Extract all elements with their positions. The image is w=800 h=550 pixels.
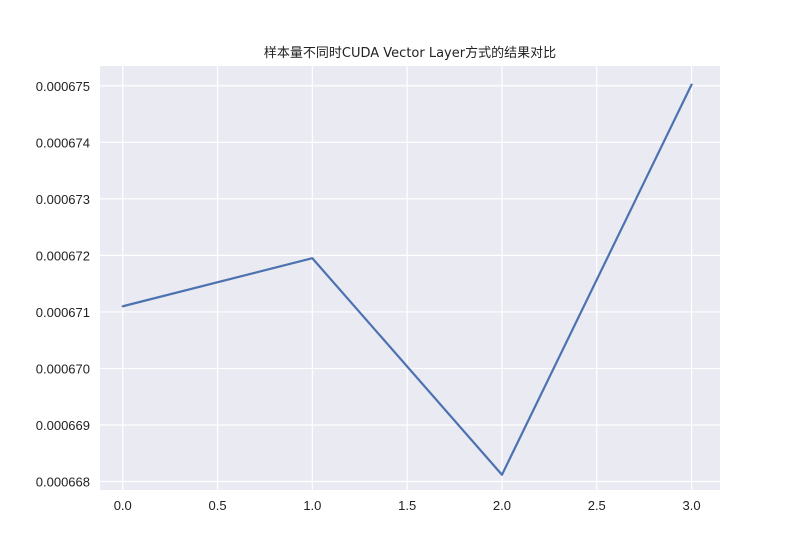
x-tick-label: 0.5 xyxy=(209,498,227,513)
x-tick-label: 2.5 xyxy=(588,498,606,513)
y-tick-label: 0.000675 xyxy=(36,79,90,94)
chart-title: 样本量不同时CUDA Vector Layer方式的结果对比 xyxy=(264,45,556,61)
y-tick-label: 0.000671 xyxy=(36,305,90,320)
x-tick-label: 2.0 xyxy=(493,498,511,513)
y-tick-label: 0.000674 xyxy=(36,135,90,150)
y-tick-label: 0.000672 xyxy=(36,248,90,263)
x-tick-label: 1.0 xyxy=(303,498,321,513)
series-layer xyxy=(121,83,693,476)
x-tick-label: 0.0 xyxy=(114,498,132,513)
y-tick-label: 0.000673 xyxy=(36,192,90,207)
y-tick-label: 0.000668 xyxy=(36,475,90,490)
series-line xyxy=(121,83,693,476)
x-tick-label: 1.5 xyxy=(398,498,416,513)
y-tick-label: 0.000669 xyxy=(36,418,90,433)
plot-background xyxy=(100,66,720,490)
y-tick-label: 0.000670 xyxy=(36,361,90,376)
x-axis-ticks: 0.0 0.5 1.0 1.5 2.0 2.5 3.0 xyxy=(114,498,701,513)
x-tick-label: 3.0 xyxy=(683,498,701,513)
y-axis-ticks: 0.000668 0.000669 0.000670 0.000671 0.000672… xyxy=(36,79,90,490)
